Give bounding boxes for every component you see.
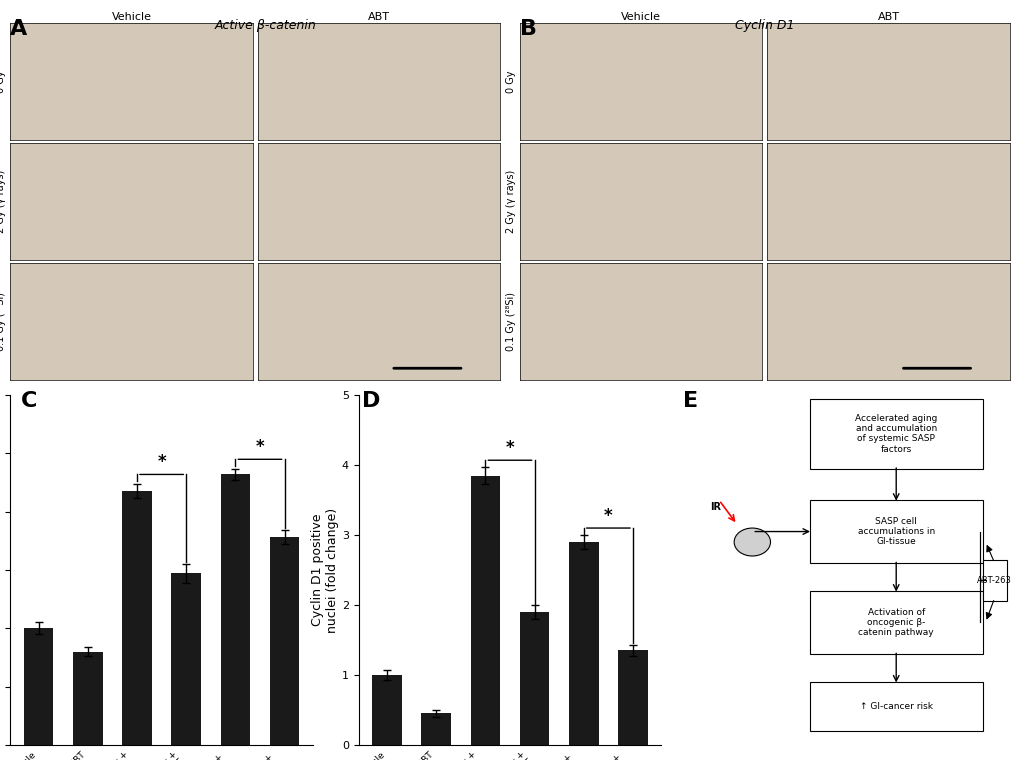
Bar	[23, 629, 53, 745]
Y-axis label: 2 Gy (γ rays): 2 Gy (γ rays)	[0, 169, 6, 233]
Text: ↑ GI-cancer risk: ↑ GI-cancer risk	[859, 701, 931, 711]
Bar	[520, 612, 549, 745]
Text: C: C	[20, 391, 37, 411]
FancyBboxPatch shape	[809, 500, 981, 563]
Y-axis label: 0 Gy: 0 Gy	[505, 70, 516, 93]
Ellipse shape	[734, 528, 769, 556]
Text: *: *	[603, 507, 612, 524]
Title: Vehicle: Vehicle	[111, 12, 152, 22]
Bar	[73, 651, 103, 745]
Bar	[618, 651, 647, 745]
Y-axis label: 2 Gy (γ rays): 2 Gy (γ rays)	[505, 169, 516, 233]
Text: ABT-263: ABT-263	[976, 576, 1011, 585]
Bar	[122, 491, 152, 745]
FancyBboxPatch shape	[809, 682, 981, 731]
Text: *: *	[157, 453, 166, 471]
Y-axis label: Cyclin D1 positive
nuclei (fold change): Cyclin D1 positive nuclei (fold change)	[311, 508, 338, 632]
Text: Accelerated aging
and accumulation
of systemic SASP
factors: Accelerated aging and accumulation of sy…	[854, 413, 936, 454]
Text: Cyclin D1: Cyclin D1	[735, 19, 794, 32]
Text: B: B	[520, 19, 537, 39]
Y-axis label: 0 Gy: 0 Gy	[0, 70, 6, 93]
Bar	[569, 542, 598, 745]
FancyBboxPatch shape	[981, 559, 1006, 601]
Text: SASP cell
accumulations in
GI-tissue: SASP cell accumulations in GI-tissue	[857, 517, 934, 546]
Text: Active β-catenin: Active β-catenin	[214, 19, 316, 32]
Y-axis label: 0.1 Gy (²⁸Si): 0.1 Gy (²⁸Si)	[505, 292, 516, 351]
Text: Activation of
oncogenic β-
catenin pathway: Activation of oncogenic β- catenin pathw…	[858, 607, 933, 638]
Text: IR: IR	[710, 502, 720, 512]
Y-axis label: 0.1 Gy (²⁸Si): 0.1 Gy (²⁸Si)	[0, 292, 6, 351]
Text: *: *	[505, 439, 514, 457]
Bar	[171, 574, 201, 745]
Bar	[470, 476, 499, 745]
Title: ABT: ABT	[876, 12, 899, 22]
FancyBboxPatch shape	[809, 591, 981, 654]
Bar	[421, 714, 450, 745]
Title: ABT: ABT	[368, 12, 389, 22]
Title: Vehicle: Vehicle	[621, 12, 660, 22]
Text: E: E	[683, 391, 698, 411]
Bar	[270, 537, 299, 745]
FancyBboxPatch shape	[809, 399, 981, 469]
Bar	[220, 474, 250, 745]
Text: *: *	[256, 438, 264, 456]
Text: A: A	[10, 19, 28, 39]
Bar	[372, 675, 401, 745]
Text: D: D	[362, 391, 380, 411]
